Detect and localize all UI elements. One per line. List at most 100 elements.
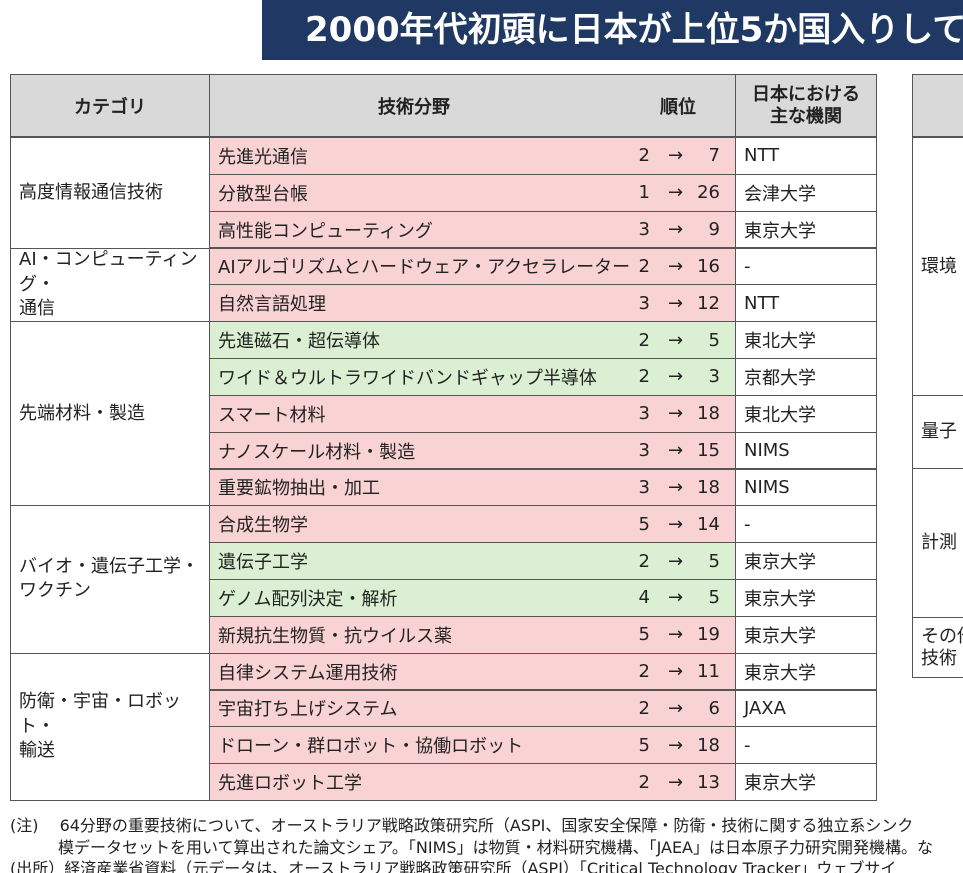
field-cell: 先進光通信 2 → 7 (209, 137, 736, 175)
field-text: 自律システム運用技術 (218, 662, 398, 684)
rank-to: 18 (697, 403, 720, 425)
side-category: 計測 (912, 468, 963, 618)
rank-to: 26 (697, 182, 720, 204)
field-cell: ナノスケール材料・製造 3 → 15 (209, 431, 736, 470)
rank-arrow: → (668, 624, 684, 646)
rank-from: 1 (638, 182, 650, 204)
rank-to: 16 (697, 255, 720, 277)
rank-arrow: → (668, 182, 684, 204)
rank-to: 19 (697, 624, 720, 646)
institution-cell: NTT (735, 137, 877, 175)
side-category: 環境 (912, 137, 963, 396)
rank-from: 2 (638, 329, 650, 351)
rank-to: 3 (708, 366, 720, 388)
rank-to: 6 (708, 697, 720, 719)
note: (出所）経済産業省資料（元データは、オーストラリア戦略政策研究所（ASPI）「C… (10, 859, 897, 873)
field-cell: ゲノム配列決定・解析 4 → 5 (209, 579, 736, 617)
rank-to: 13 (697, 771, 720, 793)
category-cell: 高度情報通信技術 (10, 137, 210, 249)
note: (注) 64分野の重要技術について、オーストラリア戦略政策研究所（ASPI、国家… (10, 816, 914, 835)
title: 2000年代初頭に日本が上位5か国入りして (262, 0, 963, 60)
rank-arrow: → (668, 476, 684, 498)
field-text: 新規抗生物質・抗ウイルス薬 (218, 625, 452, 647)
rank-arrow: → (668, 145, 684, 167)
field-cell: ワイド＆ウルトラワイドバンドギャップ半導体 2 → 3 (209, 358, 736, 396)
rank-arrow: → (668, 255, 684, 277)
rank-from: 3 (638, 440, 650, 462)
rank-to: 12 (697, 292, 720, 314)
side-category: その他 技術 (912, 617, 963, 678)
institution-cell: 東京大学 (735, 615, 877, 654)
field-text: 宇宙打ち上げシステム (218, 699, 398, 721)
rank-arrow: → (668, 403, 684, 425)
field-text: 遺伝子工学 (218, 552, 308, 574)
field-text: 先進ロボット工学 (218, 773, 362, 795)
category-cell: 防衛・宇宙・ロボット・ 輸送 (10, 652, 210, 801)
rank-arrow: → (668, 771, 684, 793)
side-category: 量子 (912, 395, 963, 469)
field-text: 合成生物学 (218, 515, 308, 537)
rank-from: 3 (638, 403, 650, 425)
rank-from: 2 (638, 550, 650, 572)
field-cell: 自律システム運用技術 2 → 11 (209, 652, 736, 691)
rank-from: 4 (638, 587, 650, 609)
field-text: ワイド＆ウルトラワイドバンドギャップ半導体 (218, 367, 597, 389)
rank-arrow: → (668, 366, 684, 388)
rank-from: 2 (638, 145, 650, 167)
field-text: ナノスケール材料・製造 (218, 441, 416, 463)
rank-from: 3 (638, 219, 650, 241)
field-text: 自然言語処理 (218, 294, 326, 316)
field-cell: 分散型台帳 1 → 26 (209, 173, 736, 212)
rank-from: 5 (638, 734, 650, 756)
institution-cell: 東京大学 (735, 210, 877, 249)
rank-to: 5 (708, 329, 720, 351)
field-cell: 遺伝子工学 2 → 5 (209, 542, 736, 580)
rank-to: 11 (697, 661, 720, 683)
rank-arrow: → (668, 513, 684, 535)
rank-from: 2 (638, 255, 650, 277)
rank-to: 5 (708, 587, 720, 609)
institution-cell: JAXA (735, 689, 877, 728)
field-cell: AIアルゴリズムとハードウェア・アクセラレーター 2 → 16 (209, 247, 736, 286)
rank-arrow: → (668, 734, 684, 756)
field-cell: 合成生物学 5 → 14 (209, 505, 736, 544)
field-cell: 自然言語処理 3 → 12 (209, 284, 736, 323)
institution-cell: 東京大学 (735, 763, 877, 801)
header-cell: 技術分野 順位 (209, 74, 736, 137)
rank-arrow: → (668, 440, 684, 462)
rank-from: 3 (638, 476, 650, 498)
category-cell: バイオ・遺伝子工学・ ワクチン (10, 505, 210, 654)
institution-cell: - (735, 505, 877, 544)
field-cell: 重要鉱物抽出・加工 3 → 18 (209, 468, 736, 507)
field-text: AIアルゴリズムとハードウェア・アクセラレーター (218, 257, 631, 279)
field-cell: 高性能コンピューティング 3 → 9 (209, 210, 736, 249)
field-text: ドローン・群ロボット・協働ロボット (218, 736, 524, 758)
rank-to: 5 (708, 550, 720, 572)
rank-to: 15 (697, 440, 720, 462)
side-header (912, 74, 963, 137)
rank-to: 18 (697, 734, 720, 756)
institution-cell: 東京大学 (735, 652, 877, 691)
field-cell: ドローン・群ロボット・協働ロボット 5 → 18 (209, 726, 736, 765)
header-cell: 日本における 主な機関 (735, 74, 877, 137)
field-cell: 先進ロボット工学 2 → 13 (209, 763, 736, 801)
institution-cell: 京都大学 (735, 358, 877, 396)
institution-cell: 東北大学 (735, 321, 877, 359)
header-cell: カテゴリ (10, 74, 210, 137)
field-text: 重要鉱物抽出・加工 (218, 478, 380, 500)
field-text: スマート材料 (218, 404, 326, 426)
institution-cell: NIMS (735, 468, 877, 507)
category-cell: 先端材料・製造 (10, 321, 210, 507)
field-cell: スマート材料 3 → 18 (209, 394, 736, 433)
rank-arrow: → (668, 292, 684, 314)
rank-to: 14 (697, 513, 720, 535)
field-cell: 先進磁石・超伝導体 2 → 5 (209, 321, 736, 359)
field-text: 高性能コンピューティング (218, 220, 433, 242)
rank-arrow: → (668, 219, 684, 241)
institution-cell: 会津大学 (735, 173, 877, 212)
institution-cell: 東京大学 (735, 542, 877, 580)
rank-arrow: → (668, 697, 684, 719)
field-text: 分散型台帳 (218, 183, 308, 205)
institution-cell: 東北大学 (735, 394, 877, 433)
